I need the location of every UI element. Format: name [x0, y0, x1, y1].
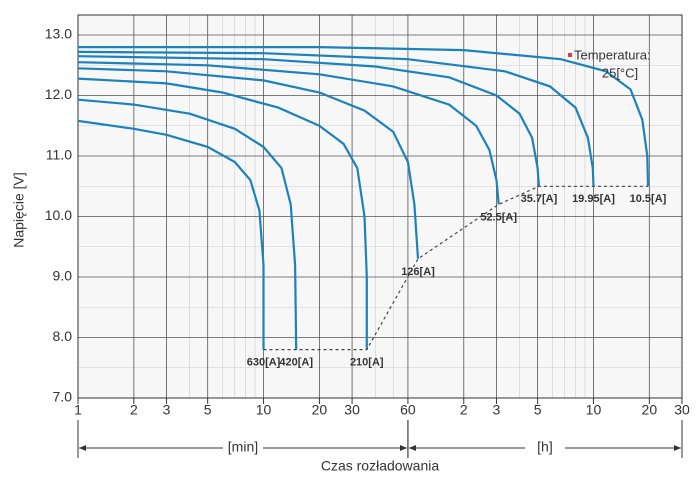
- y-tick-label: 13.0: [45, 26, 72, 42]
- y-tick-label: 8.0: [53, 328, 73, 344]
- discharge-curve: [77, 61, 500, 205]
- annotation-marker: [568, 53, 572, 57]
- discharge-curve: [78, 46, 650, 187]
- y-tick-label: 10.0: [45, 207, 72, 223]
- x-tick-label: 30: [674, 402, 690, 418]
- y-axis-label: Napięcie [V]: [11, 172, 27, 247]
- series-label: 52.5[A]: [480, 211, 517, 223]
- x-tick-label: 2: [130, 402, 138, 418]
- annotation: 25[°C]: [602, 65, 638, 80]
- x-tick-label: 20: [312, 402, 328, 418]
- y-tick-label: 12.0: [45, 86, 72, 102]
- range-label-bg: [222, 440, 263, 456]
- series-label: 35.7[A]: [521, 193, 558, 205]
- y-tick-label: 7.0: [53, 389, 73, 405]
- series-label: 10.5[A]: [630, 193, 667, 205]
- plot-area: [78, 15, 682, 398]
- x-tick-label: 3: [163, 402, 171, 418]
- series-label: 420[A]: [279, 357, 313, 369]
- series-label: 126[A]: [401, 266, 435, 278]
- cutoff-line: [263, 185, 648, 351]
- discharge-curve: [77, 98, 298, 350]
- plot-border: [77, 14, 683, 399]
- x-axis-label: Czas rozładowania: [321, 458, 439, 474]
- annotation: Temperatura:: [574, 47, 651, 62]
- discharge-curve: [77, 119, 265, 350]
- x-tick-label: 10: [586, 402, 602, 418]
- x-tick-label: 1: [74, 402, 82, 418]
- x-tick-label: 60: [400, 402, 416, 418]
- range-label: [h]: [537, 439, 553, 455]
- discharge-curve: [77, 50, 595, 187]
- series-label: 210[A]: [350, 357, 384, 369]
- y-tick-label: 11.0: [46, 147, 72, 163]
- series-label: 19.95[A]: [572, 193, 615, 205]
- x-tick-label: 2: [460, 402, 468, 418]
- range-label-bg: [524, 440, 565, 456]
- x-tick-label: 30: [344, 402, 360, 418]
- x-tick-label: 10: [256, 402, 272, 418]
- series-label: 630[A]: [247, 357, 281, 369]
- x-tick-label: 5: [534, 402, 542, 418]
- x-tick-label: 20: [642, 402, 658, 418]
- x-tick-label: 3: [493, 402, 501, 418]
- discharge-curve: [77, 77, 368, 350]
- discharge-curve: [77, 67, 420, 259]
- y-tick-label: 9.0: [53, 268, 73, 284]
- range-label: [min]: [228, 439, 258, 455]
- discharge-curve: [77, 55, 540, 187]
- x-tick-label: 5: [204, 402, 212, 418]
